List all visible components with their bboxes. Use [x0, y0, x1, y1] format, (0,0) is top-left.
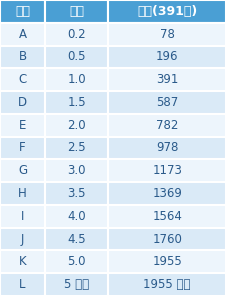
FancyBboxPatch shape	[108, 273, 225, 296]
Text: 587: 587	[155, 96, 178, 109]
Text: B: B	[18, 50, 27, 63]
Text: 단계: 단계	[15, 5, 30, 18]
FancyBboxPatch shape	[108, 228, 225, 250]
Text: 391: 391	[155, 73, 178, 86]
FancyBboxPatch shape	[0, 68, 45, 91]
Text: 4.5: 4.5	[67, 233, 86, 246]
FancyBboxPatch shape	[108, 91, 225, 114]
FancyBboxPatch shape	[45, 91, 108, 114]
Text: 4.0: 4.0	[67, 210, 86, 223]
FancyBboxPatch shape	[108, 182, 225, 205]
Text: 1369: 1369	[152, 187, 181, 200]
FancyBboxPatch shape	[0, 46, 45, 68]
FancyBboxPatch shape	[45, 205, 108, 228]
Text: 1564: 1564	[152, 210, 181, 223]
FancyBboxPatch shape	[0, 159, 45, 182]
Text: 78: 78	[159, 28, 174, 41]
FancyBboxPatch shape	[0, 250, 45, 273]
FancyBboxPatch shape	[0, 91, 45, 114]
FancyBboxPatch shape	[108, 0, 225, 23]
FancyBboxPatch shape	[0, 23, 45, 46]
Text: 1.5: 1.5	[67, 96, 86, 109]
FancyBboxPatch shape	[45, 273, 108, 296]
FancyBboxPatch shape	[0, 114, 45, 137]
Text: H: H	[18, 187, 27, 200]
FancyBboxPatch shape	[0, 182, 45, 205]
Text: I: I	[21, 210, 24, 223]
Text: 978: 978	[155, 141, 178, 155]
Text: 1173: 1173	[152, 164, 181, 177]
Text: 2.5: 2.5	[67, 141, 86, 155]
FancyBboxPatch shape	[108, 46, 225, 68]
FancyBboxPatch shape	[45, 159, 108, 182]
Text: K: K	[19, 255, 26, 268]
FancyBboxPatch shape	[108, 205, 225, 228]
Text: 3.0: 3.0	[67, 164, 86, 177]
FancyBboxPatch shape	[45, 250, 108, 273]
FancyBboxPatch shape	[108, 114, 225, 137]
Text: A: A	[18, 28, 27, 41]
Text: L: L	[19, 278, 26, 291]
Text: 3.5: 3.5	[67, 187, 86, 200]
FancyBboxPatch shape	[45, 23, 108, 46]
FancyBboxPatch shape	[0, 0, 45, 23]
Text: 1.0: 1.0	[67, 73, 86, 86]
FancyBboxPatch shape	[0, 273, 45, 296]
Text: 5.0: 5.0	[67, 255, 86, 268]
Text: 2.0: 2.0	[67, 119, 86, 132]
FancyBboxPatch shape	[45, 137, 108, 159]
FancyBboxPatch shape	[108, 23, 225, 46]
Text: J: J	[21, 233, 24, 246]
FancyBboxPatch shape	[0, 228, 45, 250]
Text: 0.2: 0.2	[67, 28, 86, 41]
FancyBboxPatch shape	[108, 250, 225, 273]
FancyBboxPatch shape	[45, 228, 108, 250]
Text: G: G	[18, 164, 27, 177]
FancyBboxPatch shape	[0, 137, 45, 159]
FancyBboxPatch shape	[108, 159, 225, 182]
Text: D: D	[18, 96, 27, 109]
FancyBboxPatch shape	[108, 68, 225, 91]
Text: 1955: 1955	[152, 255, 181, 268]
Text: 5 이상: 5 이상	[64, 278, 89, 291]
Text: E: E	[19, 119, 26, 132]
Text: 1955 이상: 1955 이상	[143, 278, 190, 291]
FancyBboxPatch shape	[45, 114, 108, 137]
Text: 196: 196	[155, 50, 178, 63]
Text: 782: 782	[155, 119, 178, 132]
FancyBboxPatch shape	[0, 205, 45, 228]
FancyBboxPatch shape	[45, 182, 108, 205]
Text: 0.5: 0.5	[67, 50, 86, 63]
Text: 1760: 1760	[152, 233, 181, 246]
FancyBboxPatch shape	[45, 46, 108, 68]
FancyBboxPatch shape	[45, 0, 108, 23]
FancyBboxPatch shape	[45, 68, 108, 91]
Text: C: C	[18, 73, 27, 86]
FancyBboxPatch shape	[108, 137, 225, 159]
Text: F: F	[19, 141, 26, 155]
Text: 입경: 입경	[69, 5, 84, 18]
Text: 면적(391배): 면적(391배)	[137, 5, 196, 18]
